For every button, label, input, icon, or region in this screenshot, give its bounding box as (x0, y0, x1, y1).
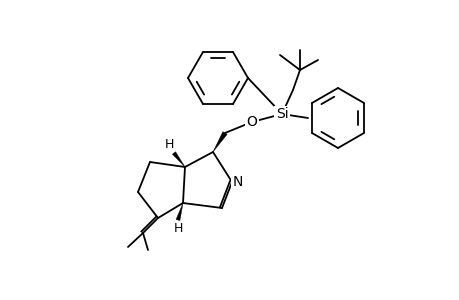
Text: N: N (232, 175, 243, 189)
Polygon shape (213, 132, 227, 152)
Text: H: H (164, 139, 174, 152)
Text: H: H (173, 223, 182, 236)
Text: Si: Si (275, 107, 288, 121)
Text: O: O (246, 115, 257, 129)
Polygon shape (172, 152, 185, 167)
Polygon shape (176, 203, 183, 220)
